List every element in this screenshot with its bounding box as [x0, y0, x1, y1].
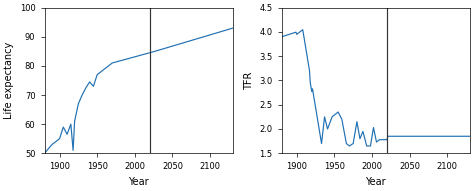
X-axis label: Year: Year	[128, 177, 149, 187]
X-axis label: Year: Year	[365, 177, 386, 187]
Y-axis label: Life expectancy: Life expectancy	[4, 42, 14, 119]
Y-axis label: TFR: TFR	[244, 71, 254, 90]
